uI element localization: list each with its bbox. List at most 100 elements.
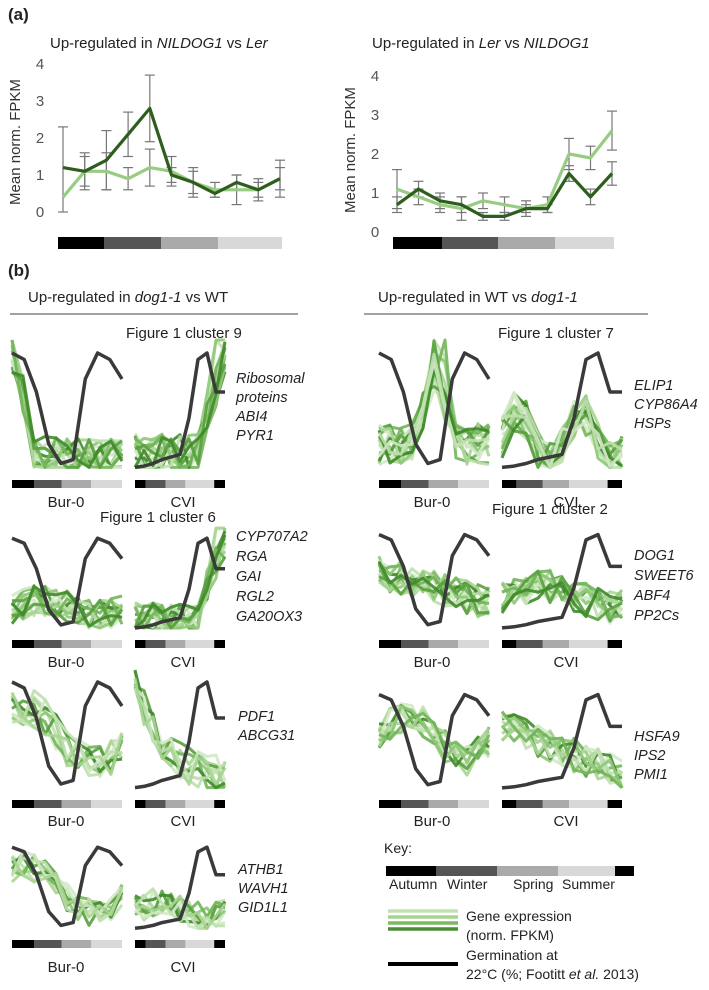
mini-plot-5 bbox=[10, 536, 124, 648]
expression-line bbox=[378, 712, 491, 760]
germination-line bbox=[378, 351, 491, 466]
expression-line bbox=[377, 352, 490, 456]
mini-plot-6 bbox=[133, 526, 227, 648]
germination-line bbox=[501, 532, 622, 630]
season-bar-segment bbox=[145, 640, 166, 648]
expression-line bbox=[501, 399, 623, 469]
expression-line bbox=[377, 560, 490, 609]
season-bar-segment bbox=[34, 800, 62, 808]
gene-label: RGA bbox=[236, 549, 267, 565]
gene-label: CYP86A4 bbox=[634, 397, 698, 413]
season-bar-segment bbox=[214, 800, 225, 808]
chart-a-right: 0 1 2 3 4 bbox=[371, 68, 617, 249]
germination-line bbox=[378, 692, 491, 787]
chart-a-left: 0 1 2 3 4 bbox=[36, 56, 285, 249]
gene-label: HSFA9 bbox=[634, 729, 680, 745]
site-label-cvi: CVI bbox=[553, 494, 578, 511]
key-expression-label-2: (norm. FPKM) bbox=[466, 927, 554, 943]
season-bar-segment bbox=[145, 480, 166, 488]
season-bar-segment bbox=[165, 940, 186, 948]
site-label-bur: Bur-0 bbox=[48, 959, 85, 976]
season-bar-segment bbox=[516, 480, 543, 488]
season-bar-segment bbox=[61, 480, 92, 488]
site-label-cvi: CVI bbox=[553, 654, 578, 671]
germination-line bbox=[134, 680, 225, 790]
mini-plot-8 bbox=[500, 532, 624, 648]
season-bar-segment bbox=[218, 237, 282, 249]
season-bar-segment bbox=[542, 480, 570, 488]
season-bar-segment bbox=[12, 640, 34, 648]
gene-label: PDF1 bbox=[238, 709, 275, 725]
gene-label: proteins bbox=[235, 390, 288, 406]
season-bar-segment bbox=[607, 640, 622, 648]
expression-line bbox=[133, 887, 226, 930]
series-line-nildog1 bbox=[396, 171, 614, 218]
season-bar-segment bbox=[428, 480, 459, 488]
genes-cluster-2: DOG1 SWEET6 ABF4 PP2Cs bbox=[633, 548, 695, 624]
site-label-bur: Bur-0 bbox=[48, 654, 85, 671]
key-season-winter: Winter bbox=[447, 876, 488, 892]
season-bar-segment bbox=[185, 640, 215, 648]
genes-row4-left: ATHB1 WAVH1 GID1L1 bbox=[237, 862, 289, 916]
panel-a-left-title: Up-regulated in NILDOG1 vs Ler bbox=[50, 35, 269, 52]
season-bar-segment bbox=[379, 800, 401, 808]
germination-line bbox=[378, 532, 491, 627]
genes-row3-right: HSFA9 IPS2 PMI1 bbox=[634, 729, 680, 783]
gene-label: PYR1 bbox=[236, 428, 274, 444]
genes-row3-left: PDF1 ABCG31 bbox=[237, 709, 295, 744]
mini-plots bbox=[10, 338, 624, 948]
mini-plot-12 bbox=[500, 692, 624, 808]
season-bar-segment bbox=[401, 480, 429, 488]
panel-a-left-ylabel: Mean norm. FPKM bbox=[7, 79, 24, 205]
season-bar-segment bbox=[135, 640, 146, 648]
expression-line bbox=[377, 705, 491, 754]
season-bar-segment bbox=[34, 480, 62, 488]
season-bar-segment bbox=[428, 640, 459, 648]
site-label-cvi: CVI bbox=[170, 959, 195, 976]
expression-line bbox=[500, 569, 623, 622]
mini-plot-4 bbox=[500, 351, 624, 488]
expression-line bbox=[10, 691, 124, 776]
site-label-bur: Bur-0 bbox=[414, 494, 451, 511]
gene-label: CYP707A2 bbox=[236, 529, 308, 545]
season-bar-segment bbox=[607, 800, 622, 808]
mini-plot-7 bbox=[377, 532, 491, 648]
season-bar-segment bbox=[185, 800, 215, 808]
cluster-label-6: Figure 1 cluster 6 bbox=[100, 509, 216, 526]
key-season-summer: Summer bbox=[562, 876, 615, 892]
expression-line bbox=[500, 391, 624, 469]
key-season-segment bbox=[497, 866, 558, 876]
germination-line bbox=[11, 845, 124, 928]
season-bar-segment bbox=[502, 480, 517, 488]
genes-cluster-9: Ribosomal proteins ABI4 PYR1 bbox=[235, 371, 305, 444]
expression-line bbox=[377, 385, 491, 455]
y-tick-label: 3 bbox=[36, 93, 44, 110]
site-label-bur: Bur-0 bbox=[48, 813, 85, 830]
expression-line bbox=[500, 710, 624, 789]
expression-line bbox=[133, 678, 227, 786]
season-bar-segment bbox=[145, 940, 166, 948]
y-tick-label: 3 bbox=[371, 107, 379, 124]
gene-label: ABI4 bbox=[235, 409, 267, 425]
gene-label: PP2Cs bbox=[634, 608, 679, 624]
season-bar-segment bbox=[379, 640, 401, 648]
gene-label: Ribosomal bbox=[236, 371, 305, 387]
germination-line bbox=[11, 680, 124, 786]
expression-line bbox=[377, 367, 490, 465]
panel-a-right-title: Up-regulated in Ler vs NILDOG1 bbox=[372, 35, 590, 52]
season-bar-segment bbox=[401, 640, 429, 648]
series-line-nildog1 bbox=[62, 106, 281, 196]
site-label-bur: Bur-0 bbox=[414, 813, 451, 830]
season-bar-segment bbox=[569, 800, 608, 808]
season-bar-segment bbox=[555, 237, 614, 249]
expression-line bbox=[377, 709, 491, 758]
cluster-label-2: Figure 1 cluster 2 bbox=[492, 501, 608, 518]
expression-line bbox=[10, 584, 123, 628]
y-tick-label: 4 bbox=[36, 56, 44, 73]
mini-plot-1 bbox=[10, 339, 124, 488]
season-bar-segment bbox=[569, 640, 608, 648]
gene-label: IPS2 bbox=[634, 748, 665, 764]
expression-line bbox=[11, 370, 124, 469]
key-season-autumn: Autumn bbox=[389, 876, 437, 892]
